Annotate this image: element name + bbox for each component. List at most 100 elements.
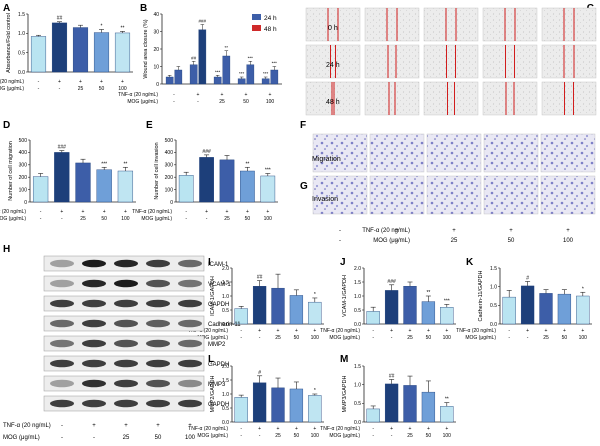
blot-protein-label: GAPDH	[208, 362, 229, 368]
panel-label-f: F	[300, 120, 306, 131]
mog-value: 50	[562, 335, 568, 341]
blot-band	[82, 359, 106, 368]
tnf-sign: -	[38, 79, 40, 85]
y-tick-label: 200	[19, 175, 28, 181]
significance-label: **	[225, 45, 229, 50]
blot-band	[82, 299, 106, 308]
blot-protein-label: GAPDH	[208, 402, 229, 408]
scratch-row-label-24h: 24 h	[326, 62, 340, 69]
blot-band	[178, 319, 202, 328]
tnf-sign: +	[545, 328, 548, 334]
bar	[252, 382, 267, 423]
bar	[30, 36, 47, 73]
mog-value: -	[259, 433, 261, 439]
tnf-sign: +	[277, 328, 280, 334]
transwell-image	[540, 133, 596, 173]
bar	[403, 286, 417, 325]
transwell-tnf-sign: +	[566, 228, 570, 234]
panel-label-g: G	[300, 181, 308, 192]
significance-label: #	[526, 275, 529, 281]
transwell-tnf-sign: +	[509, 228, 513, 234]
y-tick-label: 1.5	[222, 280, 229, 286]
blot-band	[50, 299, 74, 308]
blot-band	[178, 359, 202, 368]
blot-band	[114, 319, 138, 328]
mog-value: -	[185, 216, 187, 222]
bar	[539, 293, 553, 325]
bar	[576, 295, 590, 325]
panel-label-l: L	[208, 354, 214, 365]
y-tick-label: 300	[19, 163, 28, 169]
scratch-row-label-48h: 48 h	[326, 99, 340, 106]
scratch-image	[305, 81, 361, 116]
legend-b: 24 h 48 h	[252, 14, 277, 33]
bar	[72, 27, 89, 73]
blot-band	[114, 279, 138, 288]
mog-value: 25	[80, 216, 86, 222]
wb-mog-value: 50	[155, 435, 162, 441]
bar	[308, 395, 322, 423]
panel-label-m: M	[340, 354, 348, 365]
significance-label: **	[121, 25, 125, 31]
tnf-sign: +	[581, 328, 584, 334]
tnf-sign: +	[258, 328, 261, 334]
tnf-sign: +	[277, 426, 280, 432]
chart-i: 0.0 0.5 1.0 1.5 2.0 ICAM-1/GAPDH ## * TNF-α (20 …	[188, 266, 324, 341]
transwell-tnf-sign: +	[452, 228, 456, 234]
mog-value: 25	[219, 99, 225, 105]
y-tick-label: 0.5	[490, 303, 497, 309]
blot-band	[146, 299, 170, 308]
tnf-sign: +	[60, 209, 63, 215]
bar	[54, 152, 70, 203]
blot-band	[50, 379, 74, 388]
transwell-mog-value: -	[396, 238, 398, 244]
tnf-sign: +	[245, 92, 248, 98]
wb-mog-value: 100	[185, 435, 196, 441]
bar-24h	[165, 76, 174, 85]
transwell-row-label-invasion: Invasion	[312, 196, 338, 203]
bar-48h	[198, 29, 207, 85]
mog-value: 100	[266, 99, 275, 105]
y-tick-label: 40	[153, 12, 159, 18]
wb-mog-value: 25	[123, 435, 130, 441]
wb-mog-value: -	[61, 435, 63, 441]
significance-label: ***	[215, 69, 221, 74]
blot-band	[50, 399, 74, 408]
bar	[271, 287, 285, 325]
tnf-sign: +	[121, 79, 124, 85]
significance-label: ***	[272, 61, 278, 66]
blot-band	[82, 399, 106, 408]
transwell-image	[369, 133, 425, 173]
mog-value: -	[173, 99, 175, 105]
y-tick-label: 100	[19, 187, 28, 193]
tnf-sign: +	[124, 209, 127, 215]
y-tick-label: 0.5	[354, 401, 361, 407]
mog-value: -	[527, 335, 529, 341]
panel-label-b: B	[140, 3, 147, 14]
transwell-mog-value: -	[339, 238, 341, 244]
mog-label: MOG (μg/mL)	[127, 99, 158, 105]
bar	[366, 408, 380, 423]
tnf-sign: +	[258, 426, 261, 432]
tnf-sign: +	[226, 209, 229, 215]
legend-swatch-24h	[252, 14, 261, 20]
mog-value: -	[240, 433, 242, 439]
y-tick-label: 0	[170, 200, 173, 206]
y-axis-label: ICAM-1/GAPDH	[210, 276, 216, 316]
panel-label-k: K	[466, 257, 474, 268]
mog-value: 50	[294, 335, 300, 341]
tnf-label: TNF-α (20 ng/mL)	[188, 328, 228, 334]
wb-tnf-sign: +	[188, 423, 192, 429]
mog-value: -	[259, 335, 261, 341]
significance-label: ***	[263, 71, 269, 76]
transwell-tnf-sign: +	[395, 228, 399, 234]
y-axis-label: MMP3/GAPDH	[342, 375, 348, 412]
mog-label: MOG (μg/mL)	[197, 335, 228, 341]
blot-band	[178, 259, 202, 268]
blot-band	[114, 399, 138, 408]
bar-48h	[270, 69, 279, 85]
tnf-label: TNF-α (20 ng/mL)	[456, 328, 496, 334]
panel-label-j: J	[340, 257, 346, 268]
y-tick-label: 0.0	[354, 420, 361, 426]
